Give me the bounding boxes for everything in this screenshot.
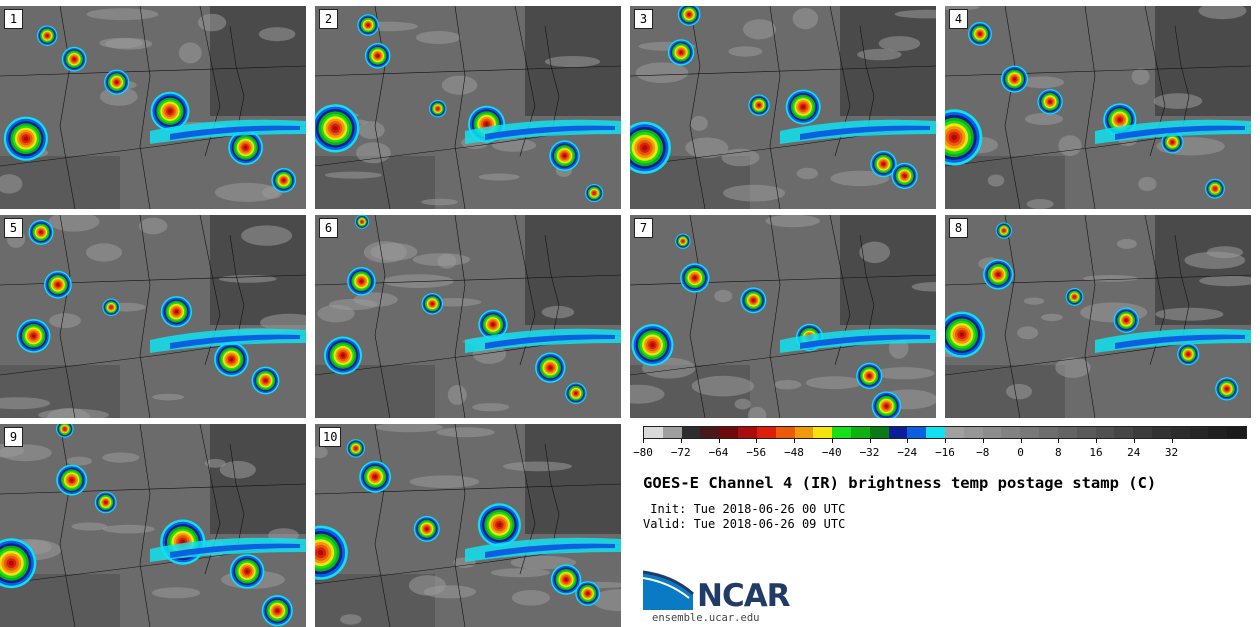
ensemble-member-panel: 5 [0,215,306,418]
colorbar [643,426,1247,439]
colorbar-swatch [700,427,720,438]
panel-number-label: 5 [4,218,23,238]
ncar-logo-text: NCAR [697,578,791,614]
colorbar-tick-mark [1020,439,1022,443]
colorbar-swatch [1133,427,1152,438]
colorbar-swatch [907,427,927,438]
colorbar-tick-label: −56 [746,446,767,459]
colorbar-swatch [775,427,795,438]
colorbar-swatch [1208,427,1228,438]
colorbar-tick-mark [982,439,984,443]
colorbar-tick-mark [1058,439,1060,443]
ensemble-member-panel: 1 [0,6,306,209]
colorbar-tick-label: −16 [935,446,955,459]
colorbar-swatch [869,427,889,438]
colorbar-tick-mark [907,439,909,443]
colorbar-swatch [926,427,945,438]
colorbar-swatch [1095,427,1115,438]
panel-number-label: 2 [319,9,338,29]
colorbar-tick-label: −80 [633,446,653,459]
panel-number-label: 9 [4,427,23,447]
ncar-logo-icon [643,570,695,610]
colorbar-tick-mark [643,439,644,443]
ensemble-member-panel: 3 [630,6,936,209]
colorbar-tick-label: 0 [1017,446,1024,459]
colorbar-tick-label: −32 [859,446,880,459]
colorbar-swatch [662,427,682,438]
colorbar-swatch [1227,427,1246,438]
colorbar-tick-mark [718,439,720,443]
panel-number-label: 1 [4,9,23,29]
panel-number-label: 6 [319,218,338,238]
colorbar-swatch [813,427,833,438]
colorbar-tick-mark [1171,439,1173,443]
colorbar-tick-label: −48 [784,446,804,459]
ensemble-member-panel: 7 [630,215,936,418]
colorbar-swatch [681,427,701,438]
site-url: ensemble.ucar.edu [652,612,760,624]
colorbar-tick-mark [1096,439,1097,443]
colorbar-tick-label: −24 [897,446,918,459]
colorbar-swatch [850,427,870,438]
colorbar-tick-mark [794,439,795,443]
panel-number-label: 10 [319,427,342,447]
colorbar-swatch [1020,427,1040,438]
colorbar-swatch [1076,427,1096,438]
colorbar-swatch [963,427,983,438]
ensemble-member-panel: 2 [315,6,621,209]
colorbar-swatch [1189,427,1209,438]
figure-title: GOES-E Channel 4 (IR) brightness temp po… [643,474,1157,492]
panel-number-label: 8 [949,218,968,238]
colorbar-tick-mark [680,439,682,443]
init-time: Init: Tue 2018-06-26 00 UTC [643,502,846,516]
ensemble-member-panel: 9 [0,424,306,627]
colorbar-tick-label: −8 [976,446,990,459]
colorbar-swatch [888,427,908,438]
colorbar-swatch [794,427,814,438]
colorbar-swatch [756,427,776,438]
valid-time: Valid: Tue 2018-06-26 09 UTC [643,517,846,531]
panel-number-label: 3 [634,9,653,29]
colorbar-tick-mark [1133,439,1135,443]
colorbar-tick-label: −72 [670,446,691,459]
colorbar-tick-label: 32 [1164,446,1179,459]
colorbar-tick-mark [756,439,758,443]
colorbar-swatch [719,427,739,438]
colorbar-tick-mark [831,439,833,443]
colorbar-tick-mark [945,439,946,443]
ensemble-member-panel: 6 [315,215,621,418]
colorbar-tick-mark [869,439,871,443]
colorbar-tick-label: 16 [1089,446,1103,459]
colorbar-swatch [945,427,964,438]
colorbar-swatch [644,427,663,438]
colorbar-swatch [1151,427,1171,438]
colorbar-tick-label: −64 [708,446,729,459]
colorbar-swatch [738,427,757,438]
colorbar-swatch [1001,427,1021,438]
colorbar-swatch [1039,427,1058,438]
ensemble-member-panel: 4 [945,6,1251,209]
colorbar-swatch [1057,427,1077,438]
colorbar-swatch [1114,427,1134,438]
panel-number-label: 4 [949,9,968,29]
colorbar-swatch [982,427,1002,438]
colorbar-tick-label: −40 [821,446,842,459]
panel-number-label: 7 [634,218,653,238]
colorbar-swatch [1170,427,1190,438]
ensemble-member-panel: 10 [315,424,621,627]
ensemble-member-panel: 8 [945,215,1251,418]
colorbar-tick-label: 8 [1054,446,1062,459]
colorbar-tick-label: 24 [1127,446,1141,459]
colorbar-swatch [832,427,851,438]
